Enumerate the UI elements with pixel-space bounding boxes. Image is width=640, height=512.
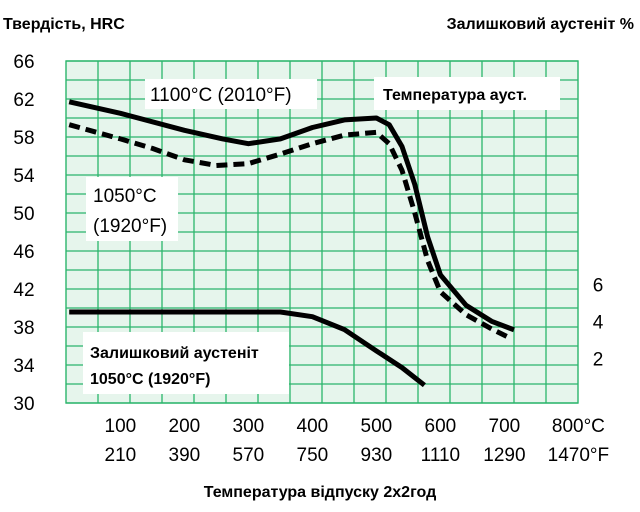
x-tick-label-f: 750 [297, 445, 329, 466]
label-1050-bg [86, 177, 178, 241]
x-tick-label-c: 100 [105, 416, 137, 437]
x-tick-label-f: 1110 [421, 445, 460, 466]
legend-box [374, 77, 560, 110]
y-tick-label: 42 [13, 280, 34, 301]
series-line-2 [69, 309, 426, 388]
x-axis-title: Температура відпуску 2х2год [204, 484, 437, 501]
label-1050-line1: 1050°C [93, 186, 157, 207]
legend-box-label: Температура ауст. [383, 87, 527, 104]
x-tick-label-c: 600 [425, 416, 457, 437]
label-ra-bg [83, 332, 289, 394]
x-tick-label-f: 1290 [483, 445, 525, 466]
x-tick-label-c: 700 [489, 416, 521, 437]
x-tick-label-f: 570 [233, 445, 265, 466]
y-tick-label: 30 [13, 394, 34, 415]
series-layer [68, 99, 515, 388]
y2-tick-label: 2 [593, 349, 604, 370]
y-tick-label: 46 [13, 242, 34, 263]
series-line-0 [68, 99, 515, 333]
label-1050-line2: (1920°F) [93, 216, 167, 237]
label-1100: 1100°C (2010°F) [150, 85, 292, 106]
plot-frame [65, 60, 579, 404]
y-tick-label: 62 [13, 90, 34, 111]
label-ra-line1: Залишковий аустеніт [90, 345, 259, 362]
y-tick-label: 34 [13, 356, 35, 377]
y2-tick-label: 6 [593, 275, 604, 296]
label-1100-bg [145, 79, 317, 109]
x-tick-label-f: 390 [169, 445, 201, 466]
y-axis-title: Твердість, HRC [3, 16, 125, 33]
y-tick-label: 66 [13, 52, 34, 73]
y-tick-label: 50 [13, 204, 34, 225]
series-line-1 [68, 122, 512, 341]
x-tick-label-f: 1470°F [548, 445, 609, 466]
x-tick-label-c: 200 [169, 416, 201, 437]
y-tick-label: 54 [13, 166, 35, 187]
x-tick-label-c: 500 [361, 416, 393, 437]
x-tick-label-c: 800°C [552, 416, 605, 437]
label-ra-line2: 1050°C (1920°F) [90, 371, 210, 388]
x-axis-ticks: 100 210 200 390 300 570 400 750 500 930 600 1110 700… [105, 416, 610, 466]
y2-axis-ticks: 6 4 2 [593, 275, 604, 370]
y2-axis-title: Залишковий аустеніт % [447, 16, 634, 33]
y-axis-ticks: 66 62 58 54 50 46 42 38 34 30 [13, 52, 35, 415]
y2-tick-label: 4 [593, 312, 604, 333]
y-tick-label: 38 [13, 318, 34, 339]
x-tick-label-f: 210 [105, 445, 137, 466]
x-tick-label-c: 400 [297, 416, 329, 437]
y-tick-label: 58 [13, 128, 34, 149]
x-tick-label-c: 300 [233, 416, 265, 437]
x-tick-label-f: 930 [361, 445, 393, 466]
